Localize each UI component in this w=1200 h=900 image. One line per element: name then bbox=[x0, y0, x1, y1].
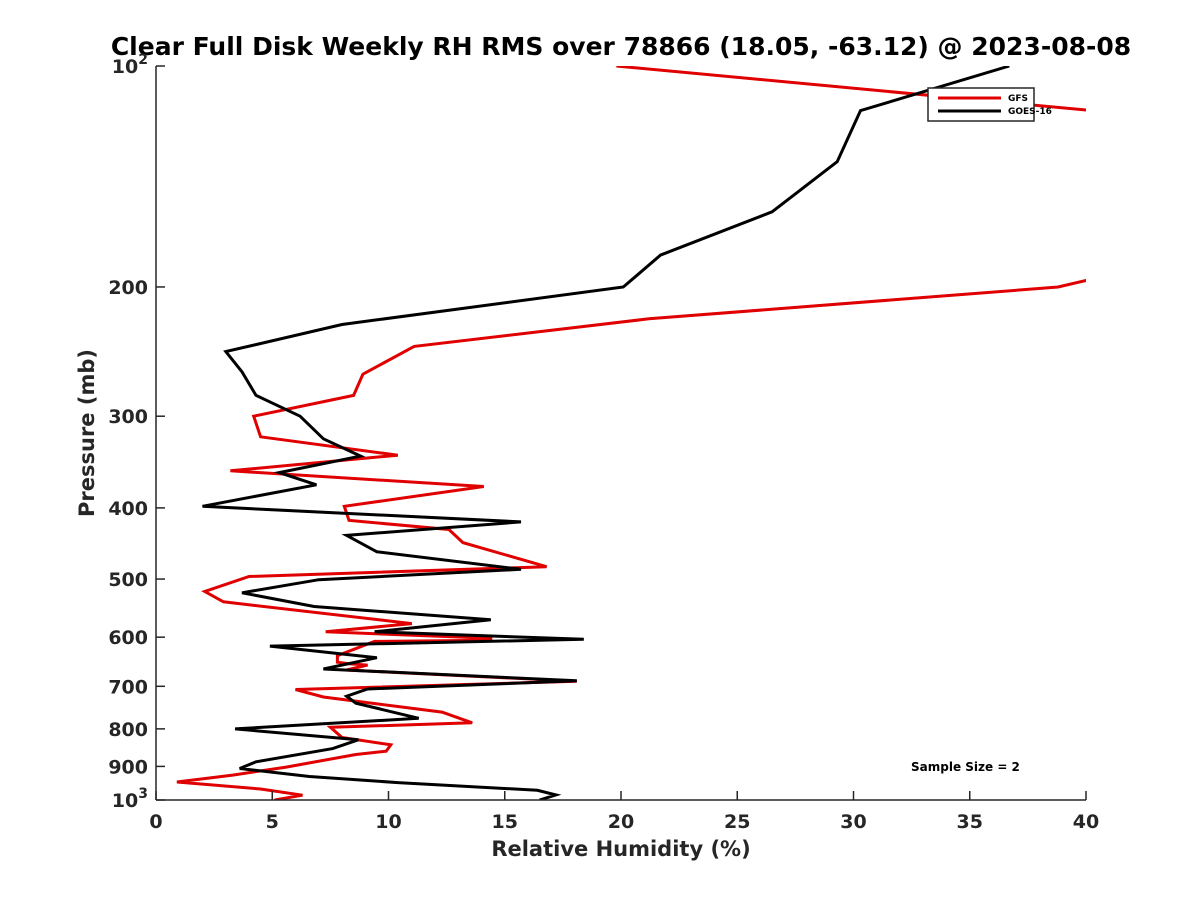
legend-box bbox=[927, 87, 1035, 122]
legend-label-goes-16: GOES-16 bbox=[1008, 107, 1052, 117]
x-tick-label: 0 bbox=[149, 811, 162, 833]
legend-label-gfs: GFS bbox=[1008, 94, 1028, 104]
x-tick-label: 15 bbox=[492, 811, 518, 833]
x-tick-label: 40 bbox=[1073, 811, 1099, 833]
series-line-gfs bbox=[176, 66, 1086, 800]
x-tick-label: 35 bbox=[957, 811, 983, 833]
x-tick-label: 10 bbox=[375, 811, 401, 833]
y-tick-label: 800 bbox=[108, 719, 148, 741]
y-tick-label: 700 bbox=[108, 676, 148, 698]
y-tick-label: 102 bbox=[112, 52, 148, 78]
chart-title: Clear Full Disk Weekly RH RMS over 78866… bbox=[111, 32, 1131, 61]
legend[interactable]: GFS GOES-16 bbox=[927, 87, 1052, 122]
y-tick-label: 900 bbox=[108, 756, 148, 778]
axes: 0 5 10 15 20 25 30 35 40 102 200 300 400 500 600 700 800… bbox=[108, 52, 1099, 833]
x-axis-label: Relative Humidity (%) bbox=[491, 837, 750, 861]
x-tick-label: 5 bbox=[266, 811, 279, 833]
y-tick-label: 103 bbox=[112, 786, 148, 812]
y-tick-label: 500 bbox=[108, 569, 148, 591]
y-tick-label: 300 bbox=[108, 406, 148, 428]
y-tick-label: 600 bbox=[108, 627, 148, 649]
sample-size-annotation: Sample Size = 2 bbox=[911, 760, 1020, 774]
y-tick-label: 400 bbox=[108, 498, 148, 520]
plot-series bbox=[176, 66, 1086, 800]
series-line-goes-16 bbox=[202, 66, 1010, 800]
y-axis-label: Pressure (mb) bbox=[75, 349, 99, 517]
y-tick-label: 200 bbox=[108, 277, 148, 299]
x-tick-label: 25 bbox=[724, 811, 750, 833]
x-tick-label: 20 bbox=[608, 811, 634, 833]
x-tick-label: 30 bbox=[840, 811, 866, 833]
